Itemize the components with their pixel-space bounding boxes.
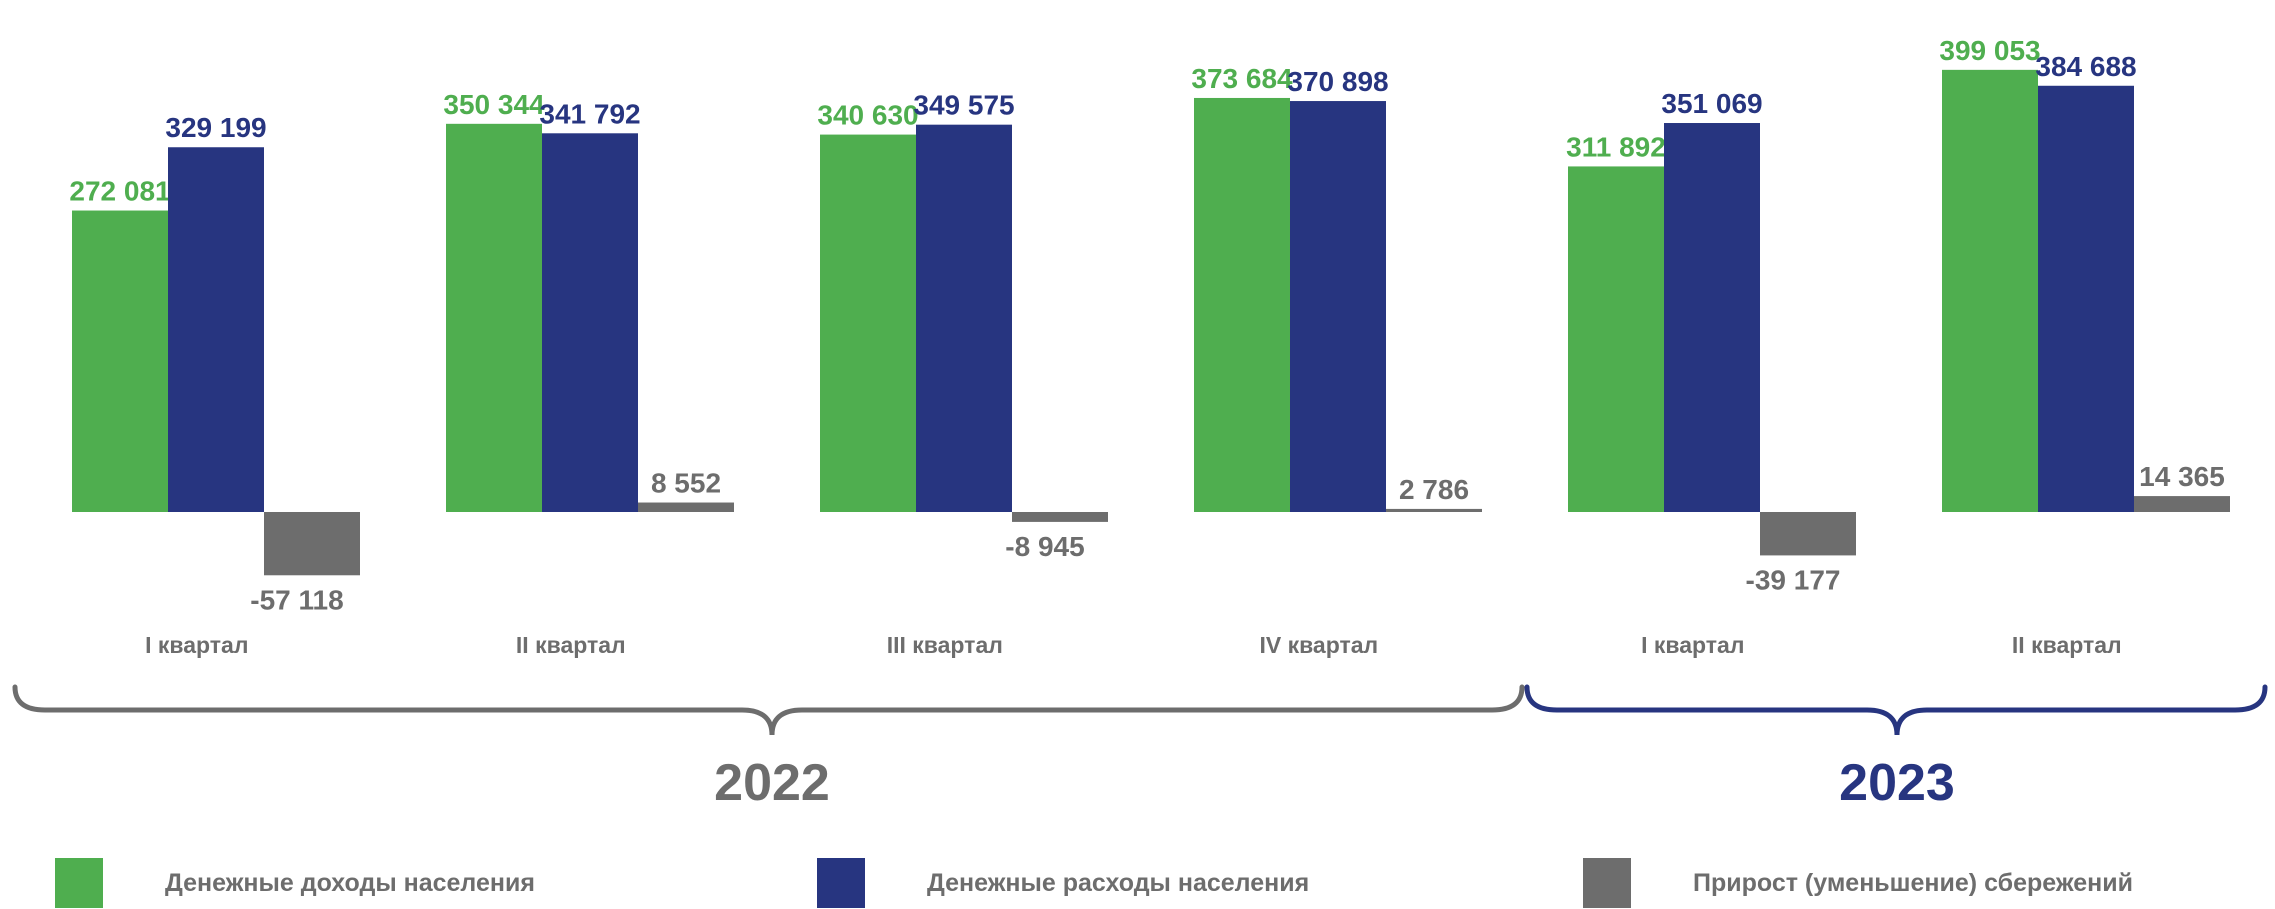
value-label-savings-3: -8 945 <box>1005 531 1084 562</box>
value-label-savings-4: 2 786 <box>1399 474 1469 505</box>
bar-income-3 <box>820 134 916 512</box>
bar-expenses-2 <box>542 133 638 512</box>
value-label-expenses-6: 384 688 <box>2035 51 2136 82</box>
value-label-income-4: 373 684 <box>1191 63 1293 94</box>
value-label-income-3: 340 630 <box>817 100 918 131</box>
legend-item-expenses: Денежные расходы населения <box>817 858 1309 908</box>
value-label-expenses-1: 329 199 <box>165 112 266 143</box>
bar-income-5 <box>1568 166 1664 513</box>
legend-label-income: Денежные доходы населения <box>165 868 535 897</box>
bar-income-4 <box>1194 97 1290 512</box>
quarter-label-3: III квартал <box>887 632 1003 658</box>
bar-savings-6 <box>2134 496 2230 512</box>
value-label-savings-5: -39 177 <box>1746 564 1841 595</box>
quarter-label-2: II квартал <box>516 632 626 658</box>
bar-savings-1 <box>264 512 360 576</box>
bar-income-2 <box>446 123 542 512</box>
year-label-2022: 2022 <box>714 754 830 812</box>
value-label-savings-1: -57 118 <box>250 584 343 615</box>
bar-income-1 <box>72 210 168 513</box>
legend-label-expenses: Денежные расходы населения <box>927 868 1310 897</box>
value-label-expenses-3: 349 575 <box>913 90 1014 121</box>
legend-swatch-savings <box>1583 858 1631 908</box>
legend-swatch-expenses <box>817 858 865 908</box>
bar-expenses-5 <box>1664 123 1760 512</box>
bar-income-6 <box>1942 69 2038 512</box>
year-label-2023: 2023 <box>1839 754 1955 812</box>
legend-item-income: Денежные доходы населения <box>55 858 535 908</box>
quarter-label-5: I квартал <box>1641 632 1744 658</box>
legend-swatch-income <box>55 858 103 908</box>
value-label-income-1: 272 081 <box>69 176 170 207</box>
bar-expenses-3 <box>916 124 1012 512</box>
quarter-label-6: II квартал <box>2012 632 2122 658</box>
bar-savings-4 <box>1386 508 1482 512</box>
value-label-expenses-2: 341 792 <box>539 98 640 129</box>
bar-savings-5 <box>1760 512 1856 556</box>
bar-savings-3 <box>1012 512 1108 522</box>
value-label-savings-2: 8 552 <box>651 468 721 499</box>
value-label-income-2: 350 344 <box>443 89 545 120</box>
legend-label-savings: Прирост (уменьшение) сбережений <box>1693 868 2133 897</box>
bar-savings-2 <box>638 502 734 512</box>
quarter-label-1: I квартал <box>145 632 248 658</box>
value-label-expenses-5: 351 069 <box>1661 88 1762 119</box>
value-label-income-6: 399 053 <box>1939 35 2040 66</box>
bar-expenses-4 <box>1290 101 1386 512</box>
legend-item-savings: Прирост (уменьшение) сбережений <box>1583 858 2133 908</box>
year-brace-2022 <box>12 684 1525 736</box>
bar-expenses-6 <box>2038 85 2134 513</box>
quarter-label-4: IV квартал <box>1259 632 1378 658</box>
bar-expenses-1 <box>168 147 264 513</box>
value-label-income-5: 311 892 <box>1566 131 1666 162</box>
year-brace-2023 <box>1524 684 2268 736</box>
value-label-expenses-4: 370 898 <box>1287 66 1388 97</box>
value-label-savings-6: 14 365 <box>2139 461 2225 492</box>
